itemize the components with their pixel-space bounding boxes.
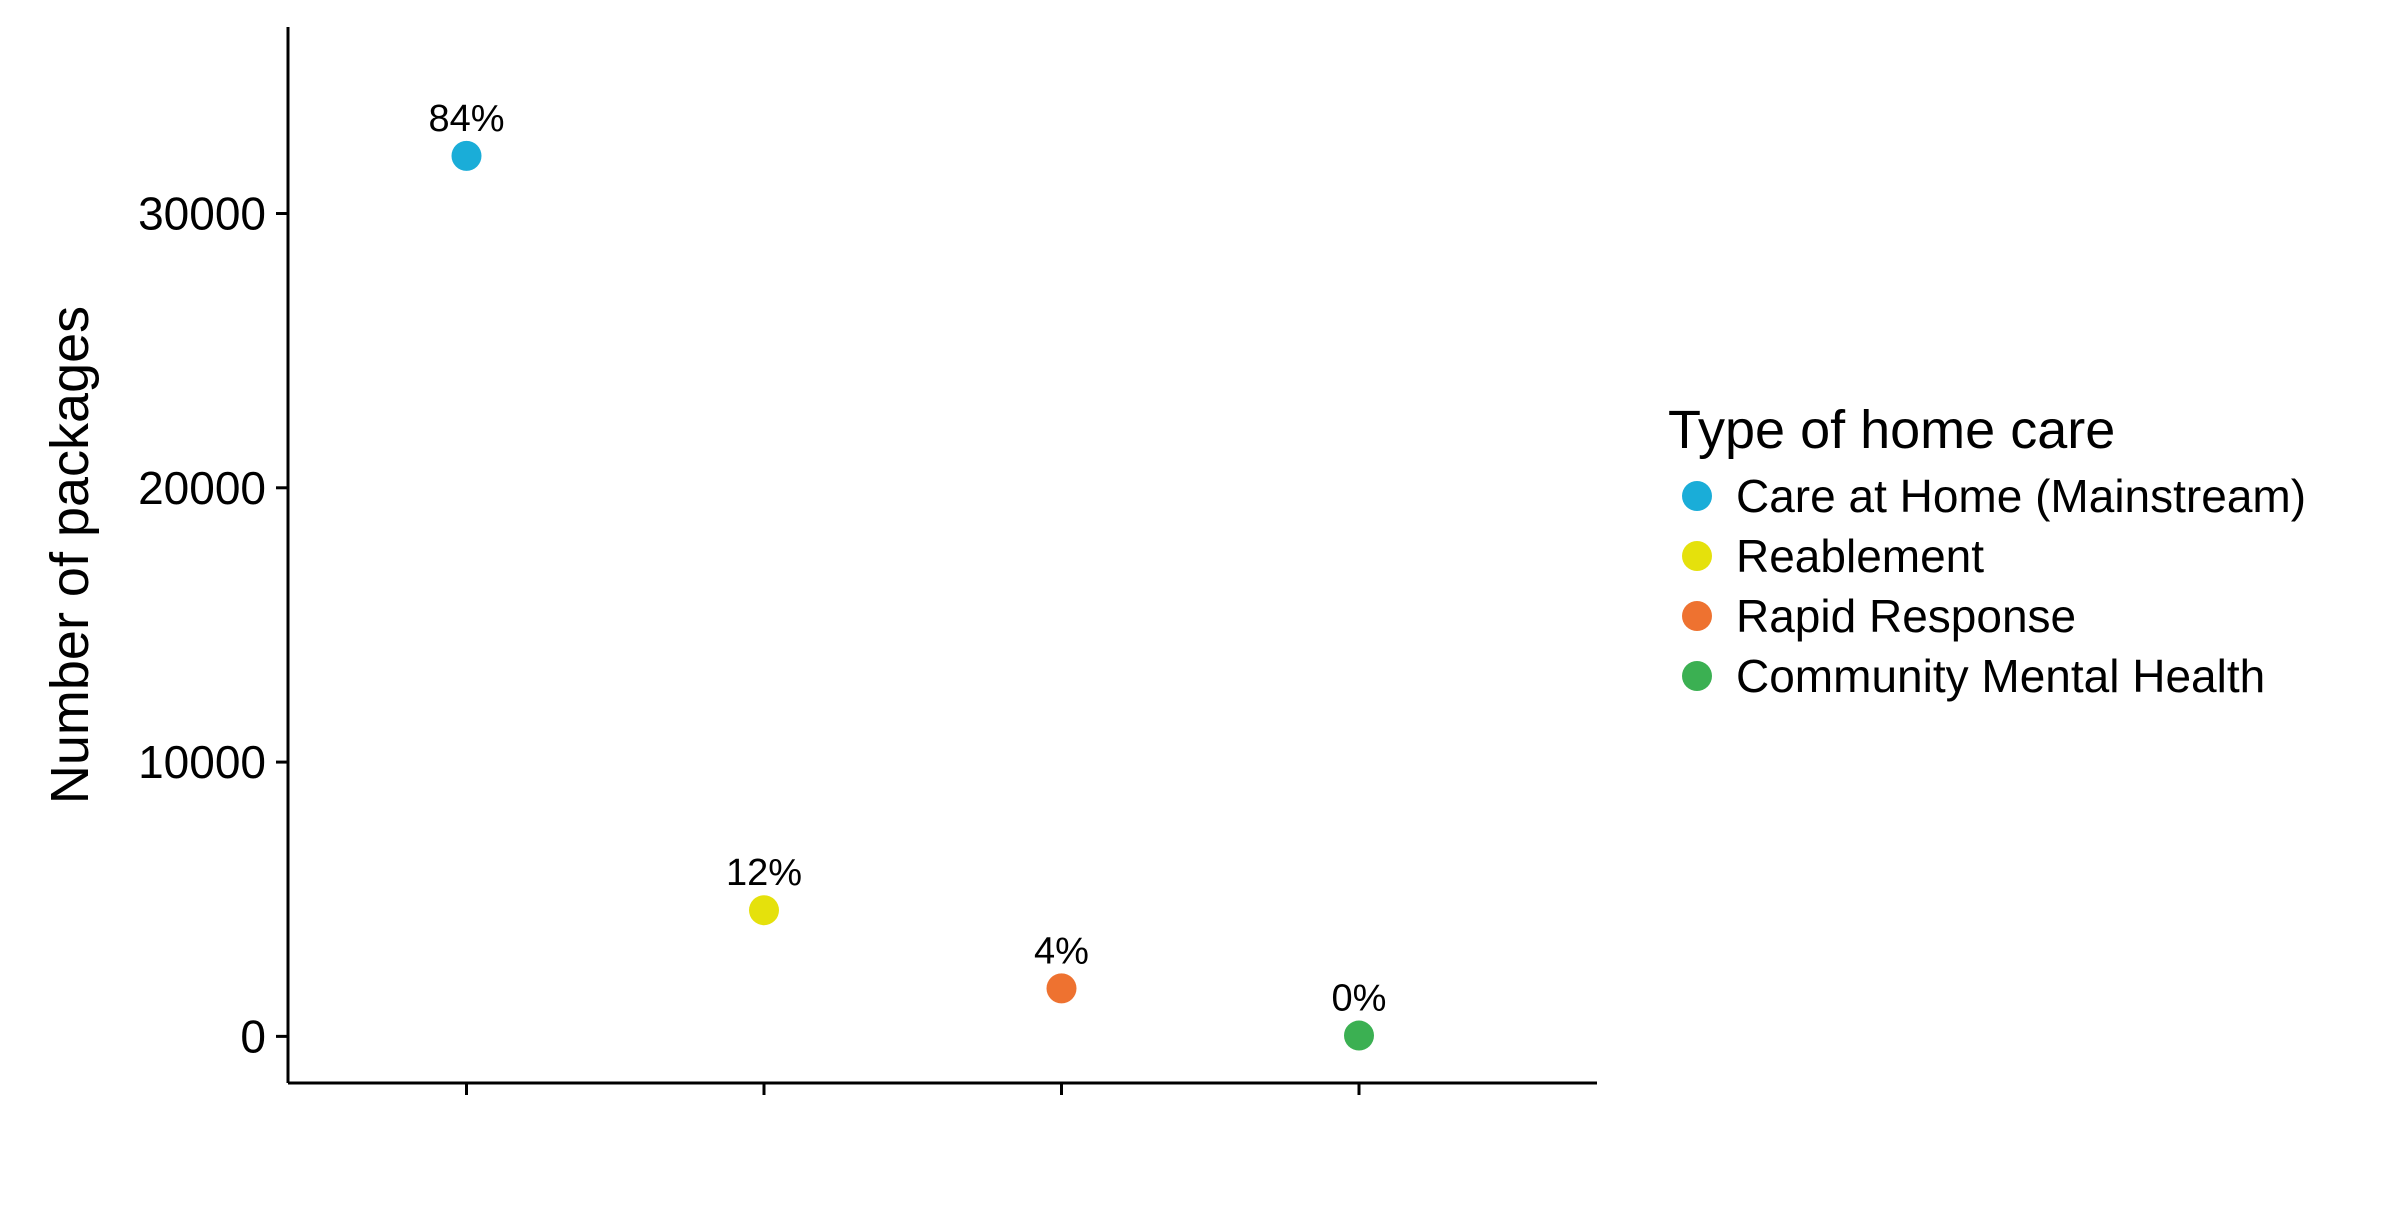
legend-label: Care at Home (Mainstream) xyxy=(1736,470,2306,522)
legend-title: Type of home care xyxy=(1668,400,2115,460)
y-tick-label: 30000 xyxy=(138,188,266,240)
legend-swatch xyxy=(1682,661,1712,691)
legend-swatch xyxy=(1682,601,1712,631)
data-point xyxy=(451,140,482,171)
legend-swatch xyxy=(1682,541,1712,571)
legend-swatch xyxy=(1682,481,1712,511)
data-points: 84% 12% 4% 0% xyxy=(428,98,1386,1051)
y-tick-label: 10000 xyxy=(138,736,266,788)
legend: Type of home care Care at Home (Mainstre… xyxy=(1668,400,2306,702)
legend-label: Reablement xyxy=(1736,530,1984,582)
data-label: 4% xyxy=(1034,930,1089,972)
data-point xyxy=(1344,1020,1374,1051)
legend-label: Community Mental Health xyxy=(1736,650,2265,702)
y-tick-label: 0 xyxy=(240,1010,266,1062)
data-point xyxy=(749,895,779,926)
y-axis-title: Number of packages xyxy=(40,306,100,804)
data-label: 0% xyxy=(1332,978,1387,1020)
data-point xyxy=(1046,973,1077,1004)
y-ticks: 0 10000 20000 30000 xyxy=(138,188,288,1062)
legend-label: Rapid Response xyxy=(1736,590,2076,642)
axes: 0 10000 20000 30000 Number of packages xyxy=(40,27,1597,1095)
legend-items: Care at Home (Mainstream) Reablement Rapid… xyxy=(1682,470,2306,702)
y-tick-label: 20000 xyxy=(138,462,266,514)
x-ticks xyxy=(465,1083,1361,1095)
data-label: 84% xyxy=(428,98,504,140)
data-label: 12% xyxy=(726,852,802,894)
